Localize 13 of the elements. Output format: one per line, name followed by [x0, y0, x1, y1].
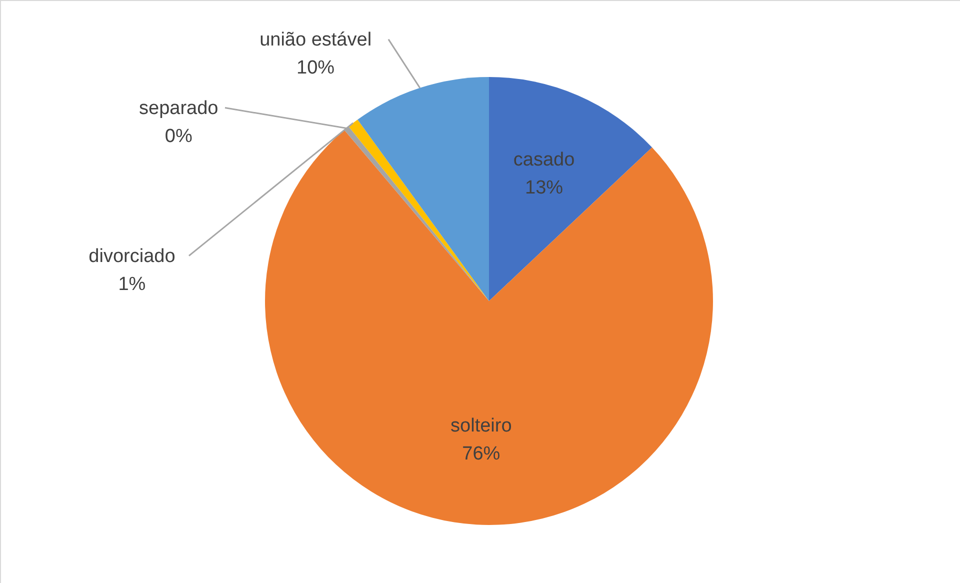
- pie-slice: [358, 77, 489, 301]
- data-label: 13%: [525, 177, 564, 198]
- slice-label: união estável: [260, 29, 372, 50]
- data-label: 0%: [164, 126, 192, 147]
- pie-slice: [489, 77, 652, 301]
- data-label: 10%: [296, 57, 335, 78]
- pie-slice: [265, 130, 713, 525]
- slice-label: solteiro: [450, 416, 512, 437]
- data-label: 76%: [462, 444, 500, 465]
- slice-label: divorciado: [88, 246, 176, 267]
- slice-label: casado: [513, 149, 575, 170]
- slice-label: separado: [139, 98, 218, 119]
- data-label: 1%: [118, 274, 146, 295]
